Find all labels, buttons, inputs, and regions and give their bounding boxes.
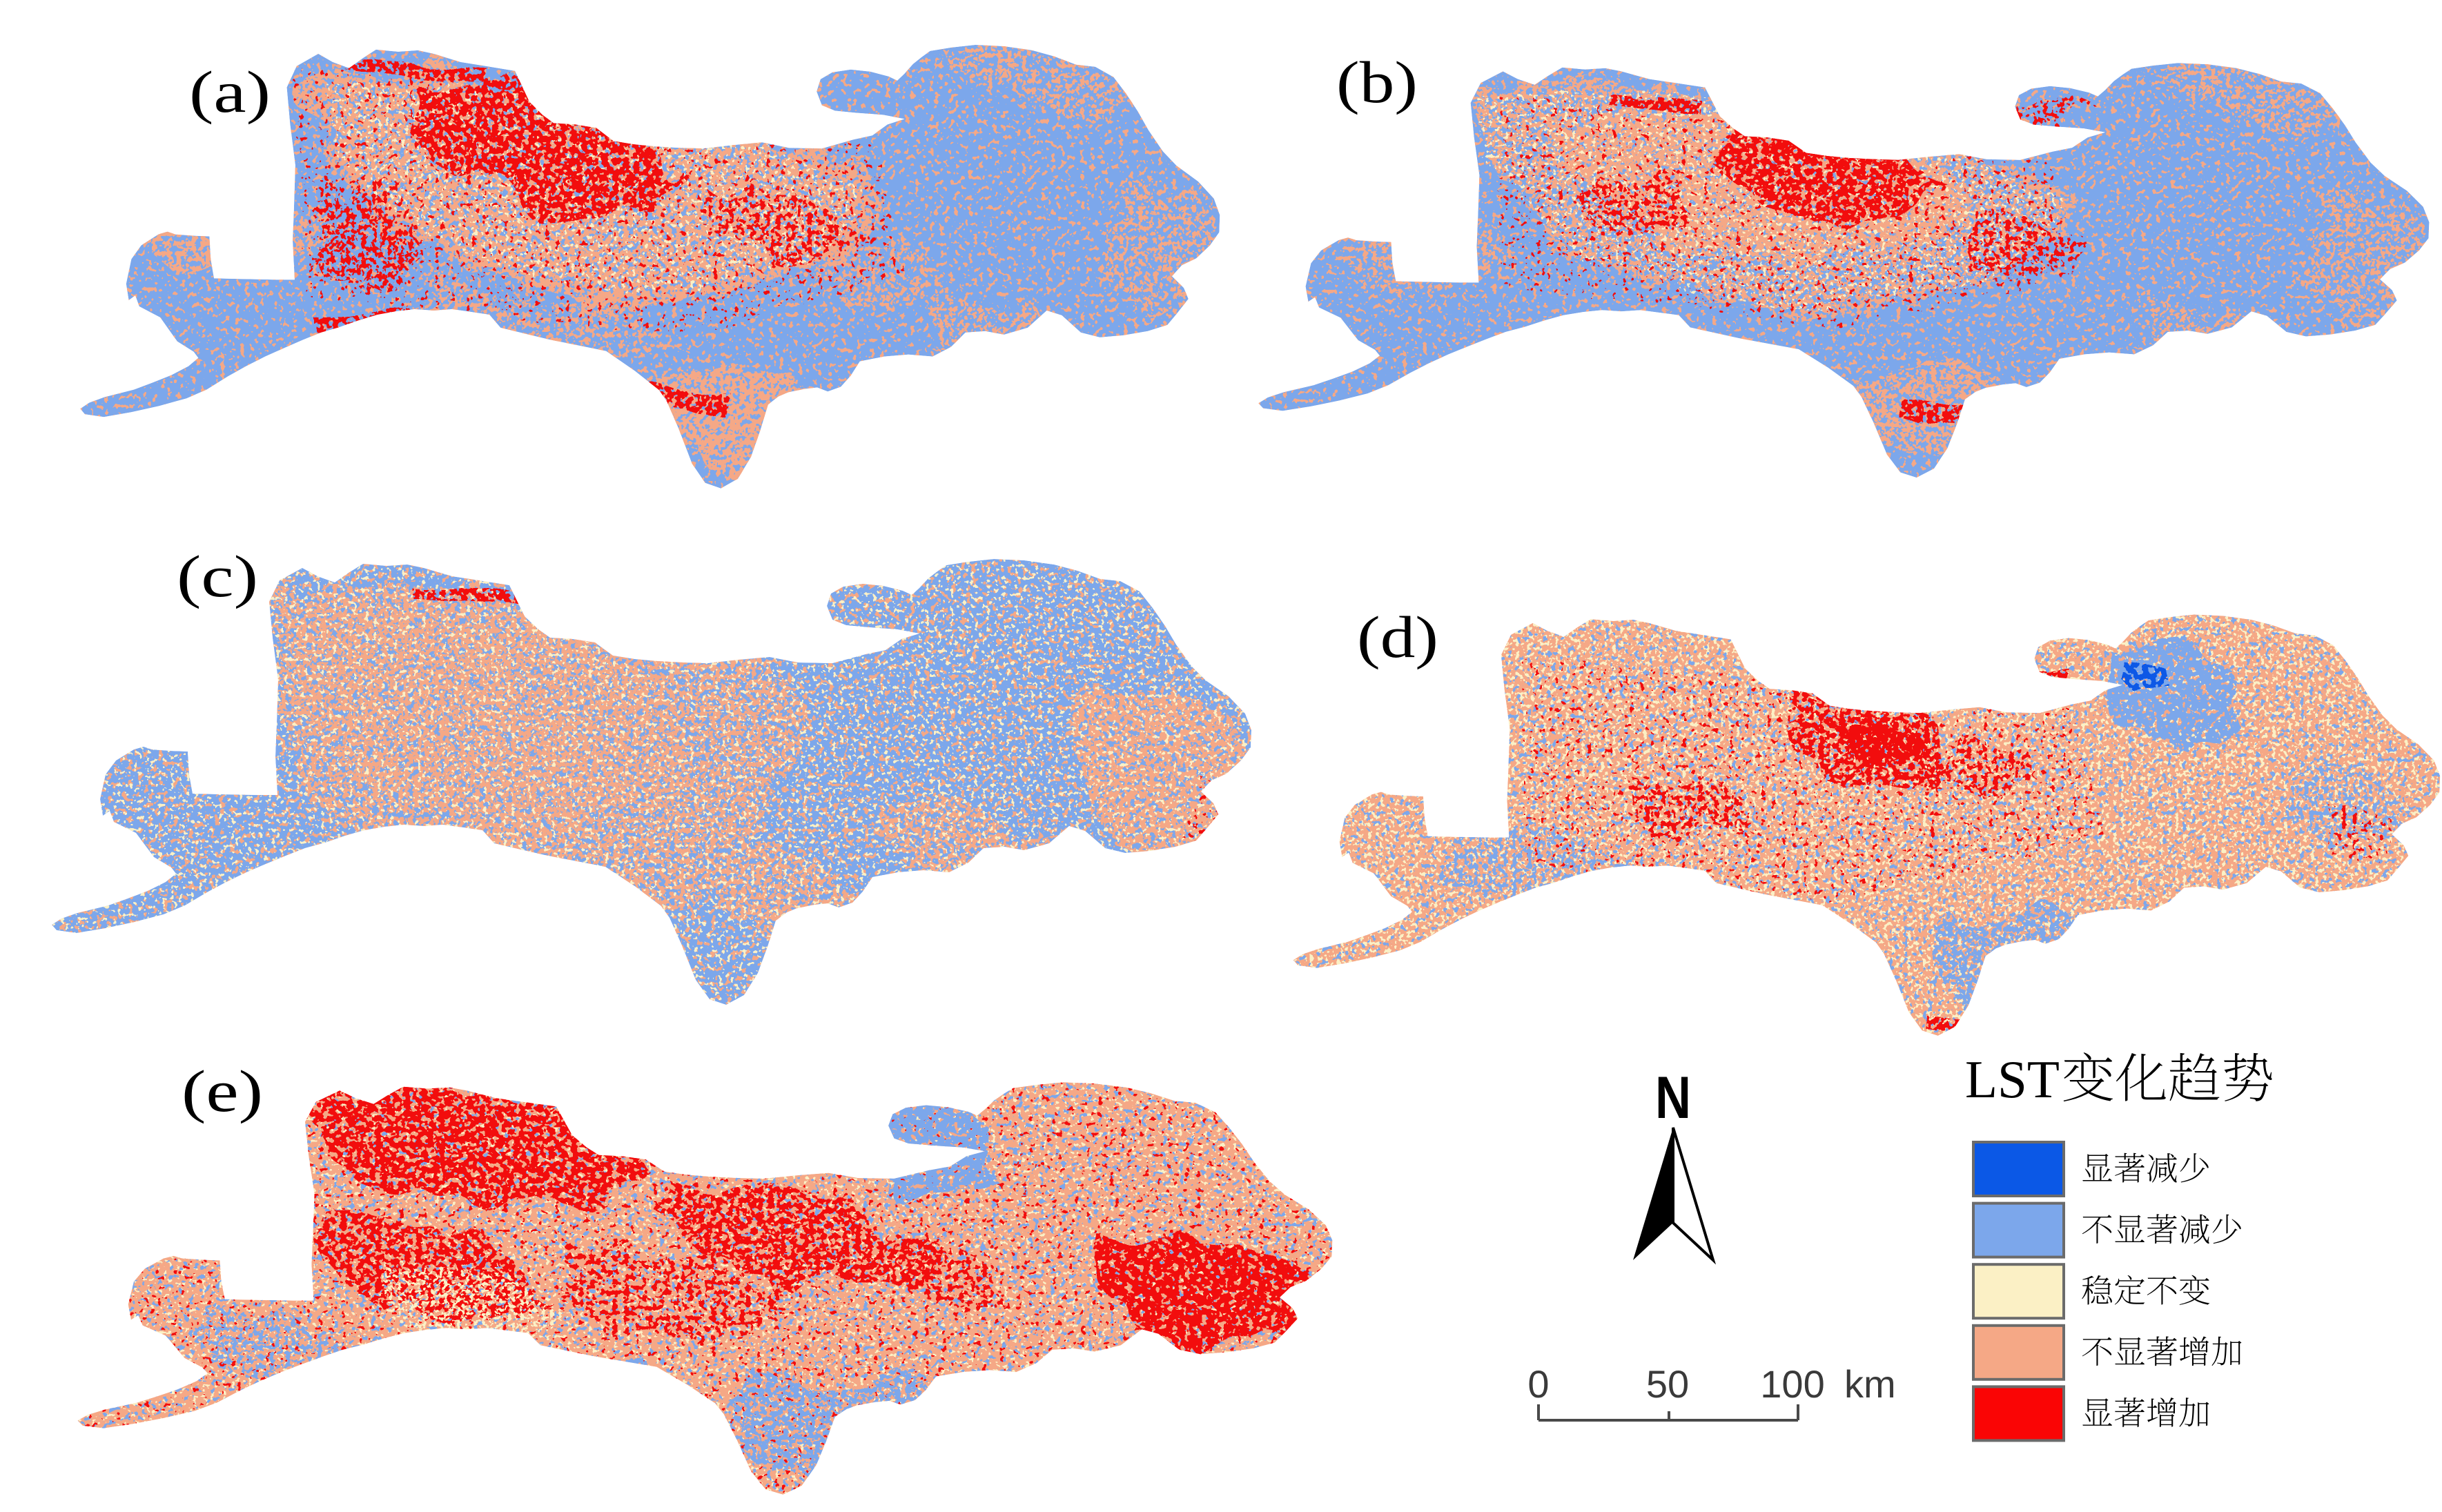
svg-text:(c): (c) (177, 543, 258, 609)
svg-text:(b): (b) (1336, 49, 1418, 115)
svg-text:LST: LST (1965, 1050, 2060, 1109)
svg-text:(e): (e) (182, 1058, 263, 1124)
svg-text:(a): (a) (189, 59, 271, 125)
svg-text:N: N (1655, 1065, 1691, 1131)
svg-text:(d): (d) (1357, 604, 1438, 670)
svg-text:0: 0 (1527, 1362, 1549, 1406)
svg-text:km: km (1844, 1362, 1896, 1406)
svg-text:50: 50 (1646, 1362, 1689, 1406)
svg-text:100: 100 (1760, 1362, 1824, 1406)
